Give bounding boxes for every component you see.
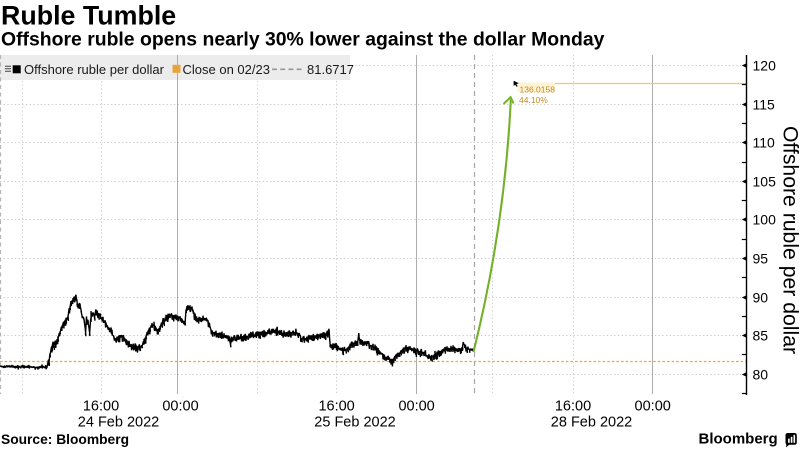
- svg-text:120: 120: [753, 58, 777, 74]
- svg-text:Offshore ruble opens nearly 30: Offshore ruble opens nearly 30% lower ag…: [1, 29, 605, 51]
- svg-text:100: 100: [753, 212, 777, 228]
- svg-text:16:00: 16:00: [555, 399, 591, 415]
- svg-text:Offshore ruble per dollar: Offshore ruble per dollar: [779, 126, 800, 354]
- svg-text:16:00: 16:00: [83, 399, 119, 415]
- svg-text:Source: Bloomberg: Source: Bloomberg: [1, 432, 129, 447]
- svg-text:136.0158: 136.0158: [520, 85, 556, 95]
- svg-text:85: 85: [753, 328, 769, 344]
- svg-text:16:00: 16:00: [318, 399, 354, 415]
- svg-text:00:00: 00:00: [635, 399, 671, 415]
- svg-text:Close on 02/23: Close on 02/23: [183, 62, 270, 77]
- svg-text:80: 80: [753, 367, 769, 383]
- svg-text:00:00: 00:00: [162, 399, 198, 415]
- svg-text:105: 105: [753, 174, 777, 190]
- svg-text:28 Feb 2022: 28 Feb 2022: [551, 415, 632, 431]
- svg-text:44.10%: 44.10%: [519, 95, 548, 105]
- svg-text:Bloomberg: Bloomberg: [699, 431, 778, 448]
- svg-text:24 Feb 2022: 24 Feb 2022: [78, 415, 159, 431]
- svg-text:Offshore ruble per dollar: Offshore ruble per dollar: [24, 62, 165, 77]
- svg-text:115: 115: [753, 97, 776, 113]
- svg-text:95: 95: [753, 251, 769, 267]
- svg-text:110: 110: [753, 135, 776, 151]
- svg-text:90: 90: [753, 290, 769, 306]
- svg-text:25 Feb 2022: 25 Feb 2022: [314, 415, 395, 431]
- svg-text:Ruble Tumble: Ruble Tumble: [1, 0, 176, 30]
- svg-text:00:00: 00:00: [398, 399, 434, 415]
- svg-text:81.6717: 81.6717: [307, 62, 354, 77]
